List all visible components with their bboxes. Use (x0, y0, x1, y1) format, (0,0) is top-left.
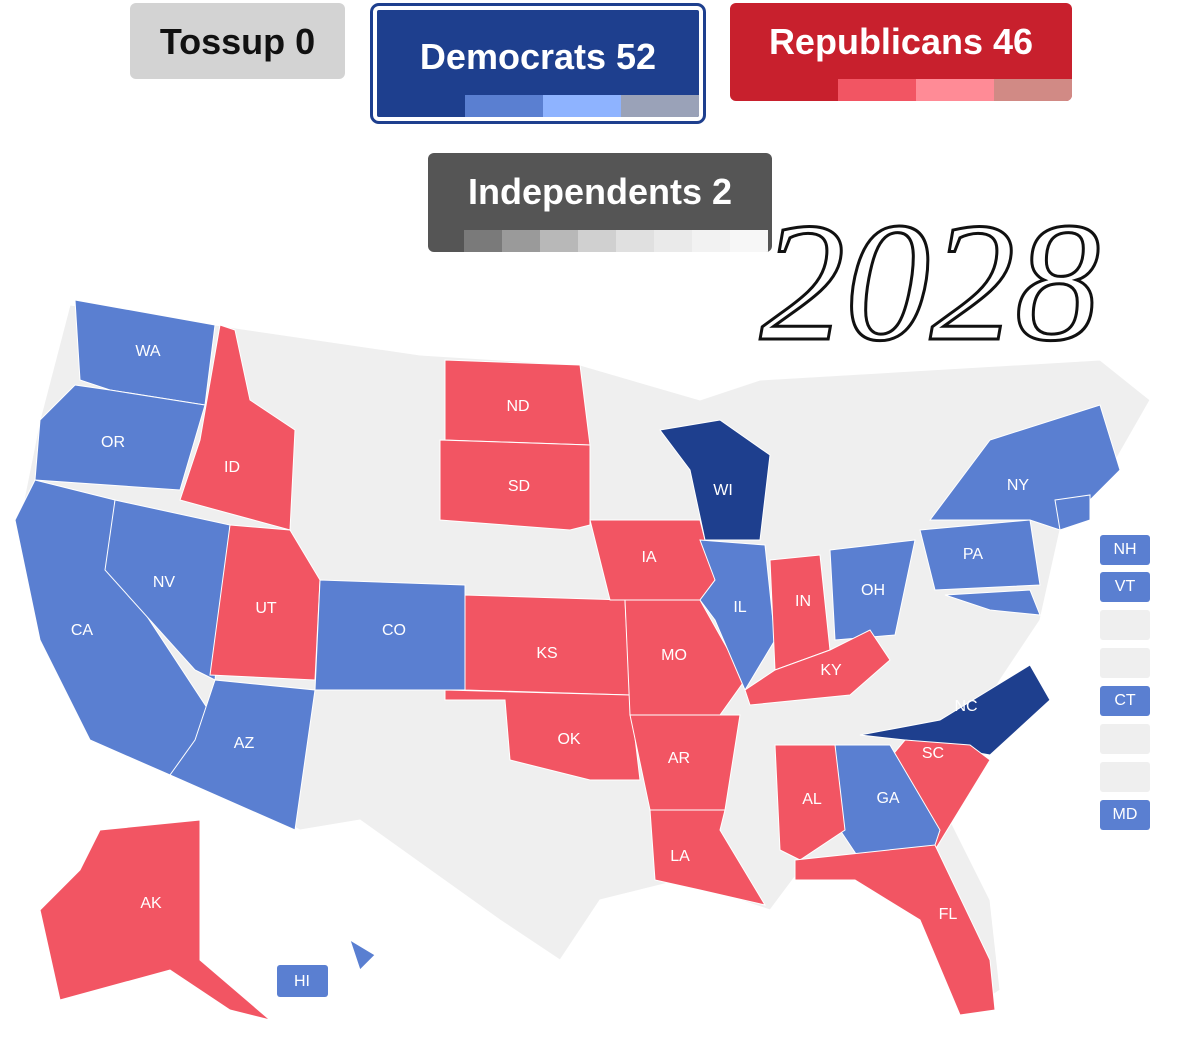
state-label: HI (294, 973, 310, 990)
state-label: VT (1115, 578, 1136, 595)
segment (838, 79, 916, 101)
small-state[interactable] (1100, 535, 1150, 565)
state-label: LA (670, 848, 690, 865)
state-label: NC (954, 698, 977, 715)
counter-count: 52 (616, 36, 657, 77)
state-label: WI (713, 482, 733, 499)
counter[interactable]: Independents 2 (428, 153, 772, 252)
blank-state (1100, 724, 1150, 754)
state[interactable] (794, 844, 996, 1016)
segment (692, 230, 730, 252)
blank-state (1100, 762, 1150, 792)
state[interactable] (744, 629, 891, 706)
state-label: SD (508, 478, 530, 495)
state-label: AK (140, 895, 162, 912)
segment (654, 230, 692, 252)
state-label: ID (224, 459, 240, 476)
counter[interactable]: Democrats 52 (370, 3, 706, 124)
counter-segments (465, 95, 699, 117)
segment (540, 230, 578, 252)
state-label: NY (1007, 477, 1030, 494)
state-label: ND (506, 398, 529, 415)
state-label: AR (668, 750, 690, 767)
counter[interactable]: Republicans 46 (730, 3, 1072, 101)
state[interactable] (659, 419, 771, 541)
state-label: FL (939, 906, 958, 923)
state[interactable] (39, 819, 271, 1021)
segment (465, 95, 543, 117)
state-label: NH (1113, 541, 1136, 558)
counter-label: Democrats (419, 36, 607, 77)
state[interactable] (439, 439, 591, 531)
segment (543, 95, 621, 117)
state-label: KY (820, 662, 842, 679)
annotation: 2028 (760, 188, 1100, 376)
state[interactable] (649, 809, 767, 906)
state-label: GA (876, 790, 899, 807)
maryland-shape (944, 589, 1041, 616)
counter-segments (464, 230, 772, 252)
state-label: IN (795, 593, 811, 610)
blank-state (1100, 648, 1150, 678)
counter-text: Tossup 0 (130, 21, 345, 63)
state-label: WA (135, 343, 161, 360)
counter-text: Independents 2 (428, 171, 772, 213)
state-box[interactable] (277, 965, 328, 997)
state[interactable] (34, 384, 206, 491)
state[interactable] (104, 499, 231, 681)
state[interactable] (699, 539, 776, 692)
segment (616, 230, 654, 252)
state[interactable] (919, 519, 1041, 591)
counter-count: 2 (712, 171, 733, 212)
states: WA OR CA NV ID UT AZ CO ND SD KS OK IA MO AR LA WI IL IN OH… (14, 299, 1121, 1021)
state-label: IL (733, 599, 746, 616)
connecticut-shape (1054, 494, 1091, 531)
state-label: MO (661, 647, 687, 664)
counter-label: Republicans (768, 21, 983, 62)
state-label: OK (557, 731, 580, 748)
segment (730, 230, 768, 252)
state[interactable] (349, 938, 376, 971)
counter-text: Democrats 52 (377, 36, 699, 78)
segment (464, 230, 502, 252)
segment (502, 230, 540, 252)
state-label: AL (802, 791, 822, 808)
counter-count: 46 (993, 21, 1034, 62)
counter[interactable]: Tossup 0 (130, 3, 345, 79)
state-label: SC (922, 745, 944, 762)
small-state[interactable] (1100, 686, 1150, 716)
small-states: NH VT CT MD (1100, 535, 1150, 830)
state-label: PA (963, 546, 983, 563)
small-state[interactable] (1100, 800, 1150, 830)
segment (621, 95, 699, 117)
state-label: AZ (234, 735, 255, 752)
counter-count: 0 (295, 21, 316, 62)
state[interactable] (774, 744, 846, 861)
counter-text: Republicans 46 (730, 21, 1072, 63)
state[interactable] (169, 679, 316, 831)
state-label: CA (71, 622, 94, 639)
counter-segments (838, 79, 1072, 101)
state-label: KS (536, 645, 557, 662)
state[interactable] (829, 539, 916, 641)
state-label: CO (382, 622, 406, 639)
segment (916, 79, 994, 101)
blank-state (1100, 610, 1150, 640)
state-label: OR (101, 434, 125, 451)
state-label: UT (255, 600, 277, 617)
state-label: NV (153, 574, 176, 591)
counter-label: Tossup (159, 21, 286, 62)
state[interactable] (179, 324, 296, 531)
state-label: IA (641, 549, 656, 566)
small-state[interactable] (1100, 572, 1150, 602)
segment (578, 230, 616, 252)
segment (994, 79, 1072, 101)
state-label: MD (1113, 806, 1138, 823)
counter-label: Independents (467, 171, 702, 212)
state-label: OH (861, 582, 885, 599)
state-label: CT (1114, 692, 1136, 709)
